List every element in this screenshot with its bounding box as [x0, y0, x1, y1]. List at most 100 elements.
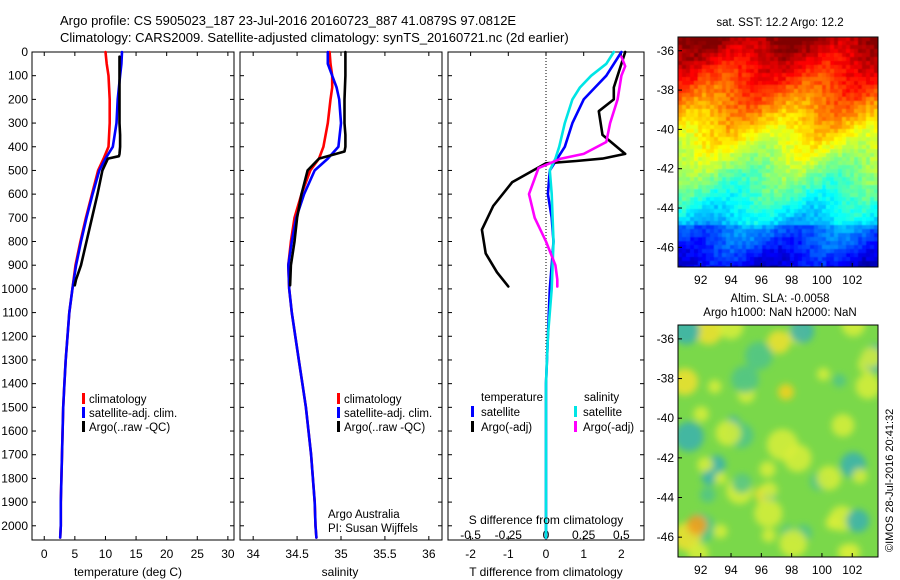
- sst-cell: [834, 177, 839, 182]
- sst-cell: [686, 193, 691, 198]
- sst-cell: [694, 53, 699, 58]
- sst-cell: [694, 217, 699, 222]
- sst-cell: [838, 89, 843, 94]
- sst-cell: [766, 133, 771, 138]
- sst-cell: [730, 165, 735, 170]
- sst-cell: [822, 249, 827, 254]
- sst-cell: [814, 81, 819, 86]
- sst-cell: [730, 217, 735, 222]
- sst-cell: [714, 197, 719, 202]
- sla-blob: [837, 544, 855, 557]
- sst-cell: [862, 225, 867, 230]
- sst-cell: [862, 161, 867, 166]
- sst-cell: [714, 61, 719, 66]
- sst-cell: [690, 237, 695, 242]
- sst-cell: [786, 49, 791, 54]
- sst-cell: [842, 173, 847, 178]
- sst-cell: [714, 117, 719, 122]
- sst-cell: [754, 161, 759, 166]
- sst-cell: [730, 169, 735, 174]
- sst-cell: [870, 169, 875, 174]
- sst-cell: [762, 81, 767, 86]
- sst-cell: [770, 49, 775, 54]
- sst-cell: [826, 237, 831, 242]
- sst-cell: [786, 101, 791, 106]
- sst-cell: [818, 257, 823, 262]
- sst-cell: [702, 129, 707, 134]
- sst-cell: [738, 157, 743, 162]
- sst-cell: [714, 257, 719, 262]
- sst-cell: [822, 53, 827, 58]
- sst-cell: [702, 169, 707, 174]
- sst-cell: [754, 245, 759, 250]
- sst-cell: [838, 213, 843, 218]
- sst-cell: [758, 205, 763, 210]
- sst-cell: [762, 49, 767, 54]
- sst-cell: [730, 149, 735, 154]
- sst-cell: [790, 145, 795, 150]
- sst-cell: [846, 121, 851, 126]
- sst-cell: [770, 121, 775, 126]
- sst-cell: [842, 85, 847, 90]
- sst-cell: [706, 221, 711, 226]
- sst-cell: [806, 265, 811, 267]
- sst-cell: [802, 205, 807, 210]
- sst-cell: [810, 37, 815, 42]
- sst-cell: [782, 133, 787, 138]
- sst-cell: [750, 237, 755, 242]
- sst-cell: [838, 49, 843, 54]
- sst-cell: [766, 181, 771, 186]
- map-y-tick-label: -40: [657, 122, 675, 136]
- sst-cell: [682, 197, 687, 202]
- sst-cell: [718, 61, 723, 66]
- sst-cell: [794, 117, 799, 122]
- sst-cell: [866, 257, 871, 262]
- sst-cell: [818, 141, 823, 146]
- sst-cell: [866, 105, 871, 110]
- sst-cell: [702, 105, 707, 110]
- sst-cell: [726, 169, 731, 174]
- y-tick-label: 100: [8, 69, 28, 83]
- sst-cell: [722, 137, 727, 142]
- sst-cell: [682, 101, 687, 106]
- sst-cell: [842, 157, 847, 162]
- sst-cell: [718, 209, 723, 214]
- sst-cell: [862, 117, 867, 122]
- sst-cell: [730, 185, 735, 190]
- sst-cell: [842, 177, 847, 182]
- sst-cell: [854, 261, 859, 266]
- sst-cell: [750, 81, 755, 86]
- x-tick-label: 20: [160, 547, 174, 561]
- sst-cell: [770, 189, 775, 194]
- sst-cell: [782, 225, 787, 230]
- sst-cell: [806, 169, 811, 174]
- sst-cell: [726, 129, 731, 134]
- sst-cell: [742, 73, 747, 78]
- sst-cell: [798, 185, 803, 190]
- sst-cell: [830, 205, 835, 210]
- sst-cell: [794, 177, 799, 182]
- sst-cell: [734, 133, 739, 138]
- sst-cell: [710, 141, 715, 146]
- sst-cell: [698, 129, 703, 134]
- sst-cell: [770, 77, 775, 82]
- sst-cell: [866, 53, 871, 58]
- sst-cell: [850, 129, 855, 134]
- sst-cell: [690, 93, 695, 98]
- sst-cell: [778, 105, 783, 110]
- sst-cell: [726, 89, 731, 94]
- sst-cell: [858, 65, 863, 70]
- sst-cell: [794, 97, 799, 102]
- y-tick-label: 1700: [1, 448, 28, 462]
- sst-cell: [706, 173, 711, 178]
- sst-cell: [838, 117, 843, 122]
- sst-cell: [850, 165, 855, 170]
- sst-cell: [822, 253, 827, 258]
- sst-cell: [782, 229, 787, 234]
- sst-cell: [714, 45, 719, 50]
- sst-cell: [790, 233, 795, 238]
- sst-cell: [738, 109, 743, 114]
- sst-cell: [866, 165, 871, 170]
- sst-cell: [874, 185, 878, 190]
- sst-cell: [842, 97, 847, 102]
